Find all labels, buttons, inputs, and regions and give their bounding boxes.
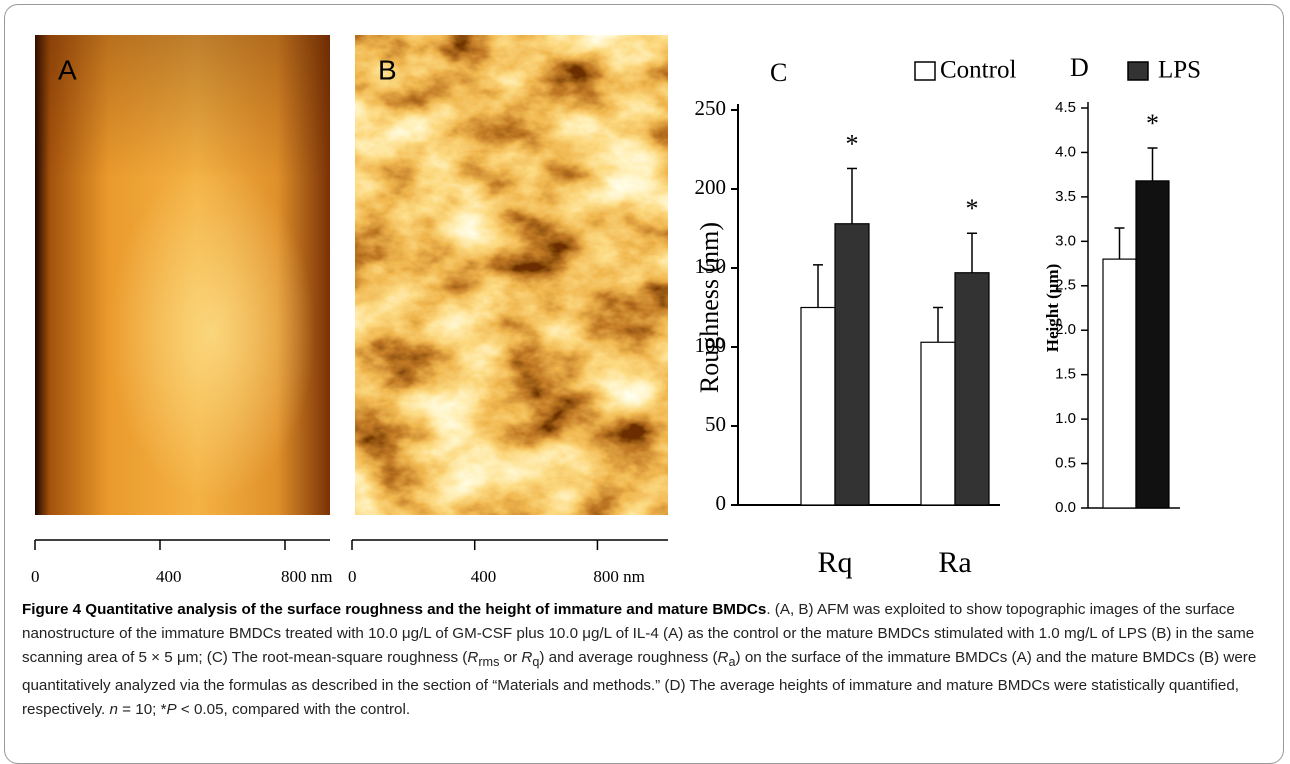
y-tick-label: 0.0: [1055, 499, 1076, 516]
scale-tick-label: 800 nm: [593, 567, 644, 586]
y-tick-label: 3.0: [1055, 232, 1076, 249]
caption-text: . (A, B) AFM was exploited to show topog…: [22, 601, 1255, 666]
significance-label: *: [966, 194, 979, 223]
afm-image-a: [35, 35, 330, 515]
y-tick-label: 1.0: [1055, 410, 1076, 427]
caption-symbol: n: [109, 701, 118, 719]
panel-label: C: [770, 58, 787, 87]
panel-label: B: [378, 54, 397, 85]
y-tick-label: 3.5: [1055, 188, 1076, 205]
figure: A 0 400 800 nm B 0 400 800 nm C Roughness (nm) 0 50…: [31, 35, 1201, 586]
y-tick-label: 1.5: [1055, 366, 1076, 383]
y-tick-label: 4.0: [1055, 143, 1076, 160]
y-tick-label: 0.5: [1055, 455, 1076, 472]
y-tick-label: 50: [705, 412, 726, 436]
y-tick-label: 250: [695, 96, 727, 120]
legend-swatch: [914, 61, 936, 81]
caption-text: = 10; *: [117, 701, 167, 719]
y-tick-label: 4.5: [1055, 99, 1076, 116]
caption-subscript: a: [728, 655, 736, 670]
x-tick-label: Ra: [938, 546, 971, 579]
scale-tick-label: 800 nm: [281, 567, 332, 586]
panel-label: A: [58, 54, 77, 85]
caption-title: Figure 4 Quantitative analysis of the su…: [22, 601, 767, 618]
bar: [1102, 258, 1137, 509]
caption-symbol: R: [467, 649, 479, 666]
caption-subscript: q: [532, 655, 540, 670]
bar: [834, 223, 870, 506]
y-tick-label: 2.0: [1055, 321, 1076, 338]
bar: [954, 272, 990, 506]
bar: [1135, 180, 1170, 509]
scale-tick-label: 400: [471, 567, 497, 586]
caption-text: ) and average roughness (: [539, 649, 718, 666]
afm-image-b: [355, 35, 668, 515]
caption-symbol: P: [166, 701, 177, 719]
caption-text: or: [499, 649, 522, 666]
caption: Figure 4 Quantitative analysis of the su…: [22, 598, 1274, 722]
y-tick-label: 100: [695, 333, 727, 357]
y-tick-label: 0: [716, 491, 727, 515]
caption-text: ) on the surface of the immature BMDCs (…: [22, 649, 1257, 719]
significance-label: *: [846, 129, 859, 158]
scale-tick-label: 400: [156, 567, 182, 586]
y-tick-label: 2.5: [1055, 277, 1076, 294]
y-tick-label: 150: [695, 254, 727, 278]
y-axis-title: Height (μm): [1043, 264, 1062, 352]
caption-symbol: R: [717, 649, 729, 666]
scale-tick-label: 0: [31, 567, 40, 586]
caption-subscript: rms: [478, 655, 500, 670]
x-tick-label: Rq: [817, 546, 852, 579]
page: {"images": [ {"label": "A", "xlim": [0, …: [4, 4, 1284, 764]
y-axis-title: Roughness (nm): [695, 222, 724, 393]
significance-label: *: [1146, 109, 1159, 138]
legend-swatch: [1127, 61, 1149, 81]
bar: [800, 306, 836, 506]
legend-label: Control: [940, 57, 1016, 84]
caption-symbol: R: [521, 649, 533, 666]
caption-text: < 0.05, compared with the control.: [176, 701, 411, 719]
y-tick-label: 200: [695, 175, 727, 199]
panel-label: D: [1070, 53, 1089, 82]
scale-tick-label: 0: [348, 567, 357, 586]
legend-label: LPS: [1158, 57, 1201, 84]
bar: [920, 341, 956, 506]
